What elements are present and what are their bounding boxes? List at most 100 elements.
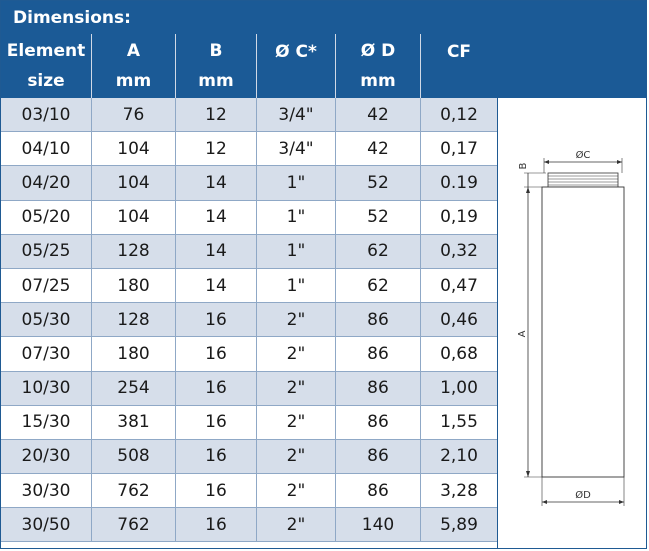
header-label: Element — [6, 41, 86, 61]
cell-a: 762 — [92, 508, 176, 542]
cell-b: 14 — [176, 268, 257, 303]
cell-a: 508 — [92, 439, 176, 474]
cell-cf: 0,17 — [440, 138, 478, 159]
cell-a: 104 — [92, 166, 176, 200]
header-unit: mm — [360, 71, 396, 91]
cell-element-size: 07/25 — [1, 268, 92, 303]
cell-d: 52 — [336, 166, 421, 200]
cell-d: 140 — [336, 508, 421, 542]
cell-cf: 0,46 — [440, 309, 478, 330]
cell-cf: 1,00 — [440, 378, 478, 399]
header-c: Ø C* — [257, 34, 336, 98]
table-header: Element size A mm B mm Ø C* Ø D mm CF — [1, 34, 497, 98]
cell-element-size: 04/20 — [1, 166, 92, 200]
cell-d: 42 — [336, 98, 421, 132]
cell-element-size: 10/30 — [1, 371, 92, 405]
header-cf: CF — [421, 34, 497, 98]
od-label: ØD — [575, 489, 591, 501]
cell-element-size: 03/10 — [1, 98, 92, 132]
cell-c: 2" — [257, 405, 336, 439]
table-row: 30/30 762 16 2" 86 3,28 — [1, 474, 497, 509]
cell-b: 12 — [176, 98, 257, 132]
table-row: 04/20 104 14 1" 52 0.19 — [1, 166, 497, 201]
cell-c: 2" — [257, 371, 336, 405]
header-label: CF — [446, 42, 472, 62]
cell-c: 2" — [257, 303, 336, 337]
table-row: 10/30 254 16 2" 86 1,00 — [1, 371, 497, 406]
header-unit: mm — [115, 71, 152, 91]
cell-element-size: 05/25 — [1, 234, 92, 268]
header-filler — [497, 34, 646, 98]
cell-c: 2" — [257, 508, 336, 542]
cell-element-size: 05/30 — [1, 303, 92, 337]
cell-cf: 5,89 — [440, 514, 478, 535]
cell-b: 14 — [176, 234, 257, 268]
cell-cf: 0,32 — [440, 241, 478, 262]
cell-a: 104 — [92, 200, 176, 234]
header-d: Ø D mm — [336, 34, 421, 98]
column-divider — [497, 98, 498, 549]
cell-a: 381 — [92, 405, 176, 439]
table-row: 20/30 508 16 2" 86 2,10 — [1, 439, 497, 475]
header-label: Ø C* — [275, 42, 317, 62]
cell-a: 254 — [92, 371, 176, 405]
cell-element-size: 30/50 — [1, 508, 92, 542]
a-label: A — [517, 330, 528, 337]
cell-b: 16 — [176, 439, 257, 474]
cell-cf: 3,28 — [440, 480, 478, 501]
header-unit: size — [27, 71, 65, 91]
cell-b: 14 — [176, 200, 257, 234]
header-a: A mm — [92, 34, 176, 98]
cell-a: 180 — [92, 268, 176, 303]
cell-a: 180 — [92, 337, 176, 371]
table-row: 30/50 762 16 2" 140 5,89 — [1, 508, 497, 543]
cell-d: 52 — [336, 200, 421, 234]
cell-element-size: 07/30 — [1, 337, 92, 371]
cell-cf: 0,68 — [440, 343, 478, 364]
cell-b: 16 — [176, 303, 257, 337]
cell-a: 76 — [92, 98, 176, 132]
cell-element-size: 05/20 — [1, 200, 92, 234]
cell-d: 42 — [336, 132, 421, 166]
cell-cf: 0.19 — [440, 172, 478, 193]
cell-c: 1" — [257, 268, 336, 303]
cell-c: 2" — [257, 439, 336, 474]
cell-d: 86 — [336, 474, 421, 508]
b-label: B — [518, 162, 529, 169]
cell-d: 86 — [336, 303, 421, 337]
cell-b: 14 — [176, 166, 257, 200]
table-row: 07/30 180 16 2" 86 0,68 — [1, 337, 497, 372]
cell-a: 762 — [92, 474, 176, 508]
header-element-size: Element size — [1, 34, 92, 98]
cell-cf: 2,10 — [440, 446, 478, 467]
cell-b: 16 — [176, 405, 257, 439]
cell-cf: 0,19 — [440, 207, 478, 228]
cell-c: 2" — [257, 337, 336, 371]
table-row: 05/20 104 14 1" 52 0,19 — [1, 200, 497, 235]
dimensions-table: 03/10 76 12 3/4" 42 0,12 04/10 104 12 3/4" 42 0,17 0… — [1, 98, 497, 543]
cell-element-size: 15/30 — [1, 405, 92, 439]
cell-c: 1" — [257, 200, 336, 234]
cell-element-size: 30/30 — [1, 474, 92, 508]
header-label: B — [209, 41, 223, 61]
header-label: A — [126, 41, 141, 61]
oc-label: ØC — [576, 149, 591, 161]
cell-c: 3/4" — [257, 132, 336, 166]
cell-cf: 0,12 — [440, 104, 478, 125]
cell-b: 16 — [176, 371, 257, 405]
table-row: 03/10 76 12 3/4" 42 0,12 — [1, 98, 497, 133]
table-row: 07/25 180 14 1" 62 0,47 — [1, 268, 497, 304]
cell-cf: 0,47 — [440, 275, 478, 296]
cell-b: 16 — [176, 508, 257, 542]
cell-c: 1" — [257, 234, 336, 268]
table-row: 04/10 104 12 3/4" 42 0,17 — [1, 132, 497, 167]
cell-d: 62 — [336, 234, 421, 268]
cell-a: 128 — [92, 303, 176, 337]
cell-c: 2" — [257, 474, 336, 508]
panel-title: Dimensions: — [1, 1, 646, 34]
cell-b: 16 — [176, 337, 257, 371]
header-unit: mm — [198, 71, 234, 91]
cell-a: 104 — [92, 132, 176, 166]
table-row: 15/30 381 16 2" 86 1,55 — [1, 405, 497, 440]
